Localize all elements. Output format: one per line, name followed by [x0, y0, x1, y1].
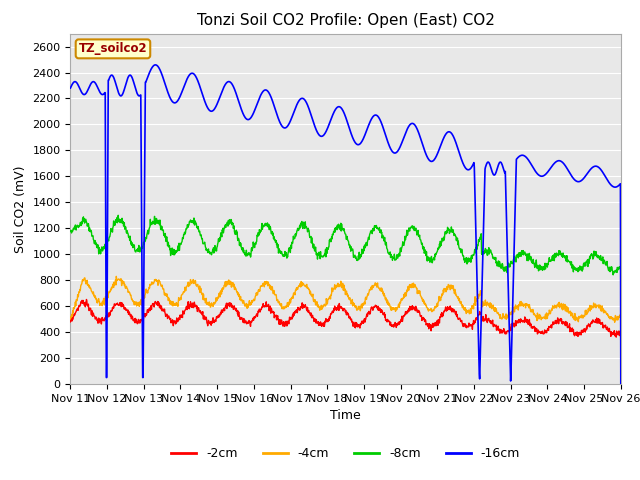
Text: TZ_soilco2: TZ_soilco2: [79, 42, 147, 55]
Y-axis label: Soil CO2 (mV): Soil CO2 (mV): [14, 165, 27, 252]
Legend: -2cm, -4cm, -8cm, -16cm: -2cm, -4cm, -8cm, -16cm: [166, 443, 525, 465]
Title: Tonzi Soil CO2 Profile: Open (East) CO2: Tonzi Soil CO2 Profile: Open (East) CO2: [196, 13, 495, 28]
X-axis label: Time: Time: [330, 409, 361, 422]
